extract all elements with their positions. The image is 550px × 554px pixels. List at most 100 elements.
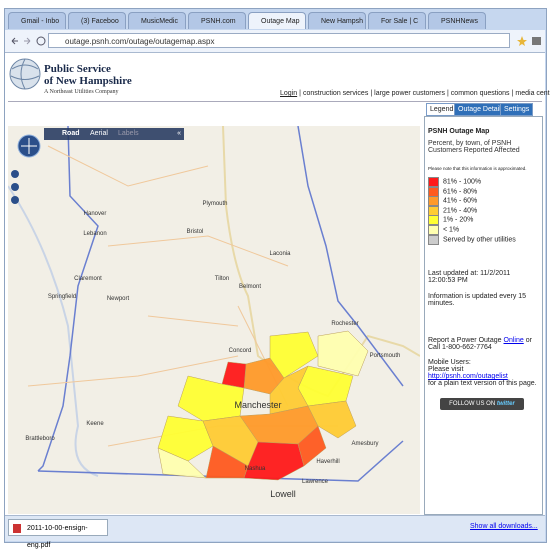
locate[interactable] — [11, 196, 19, 204]
side-panel: Legend Outage Details Settings PSNH Outage… — [424, 103, 543, 515]
report-text: Report a Power Outage Online or Call 1-8… — [428, 337, 542, 351]
download-bar: 2011-10-00-ensign-eng.pdf Show all downl… — [5, 515, 545, 549]
town-label: Lowell — [270, 489, 296, 499]
browser-tab[interactable]: (3) Faceboo — [68, 12, 126, 29]
legend-label: 21% - 40% — [443, 207, 478, 215]
legend-swatch — [428, 196, 439, 207]
show-all[interactable]: Show all downloads... — [470, 523, 538, 530]
logo-globe — [9, 58, 41, 90]
town-label: Rochester — [331, 321, 358, 327]
legend-label: 1% - 20% — [443, 216, 474, 224]
legend-label: 61% - 80% — [443, 188, 478, 196]
legend-swatch — [428, 205, 439, 216]
legend-label: 81% - 100% — [443, 178, 482, 186]
tab-strip: Gmail - Inbo (3) Faceboo MusicMedic PSNH.co… — [8, 12, 538, 30]
updated: Last updated at: 11/2/2011 12:00:53 PM — [428, 270, 511, 284]
download-item[interactable]: 2011-10-00-ensign-eng.pdf — [8, 519, 108, 549]
legend-label: 41% - 60% — [443, 197, 478, 205]
nav-bar: Login | construction services | large power … — [280, 90, 550, 97]
logo-text: Public Service — [44, 63, 111, 75]
text: FOLLOW US ON — [449, 401, 496, 407]
view-button[interactable]: Road — [62, 130, 80, 137]
link[interactable]: http://psnh.com/outagelist — [428, 373, 508, 380]
town-label: Concord — [229, 348, 252, 354]
panel-subtitle: Percent, by town, of PSNH Customers Repo… — [428, 140, 520, 154]
separator: | — [299, 90, 301, 97]
legend-swatch — [428, 234, 439, 245]
browser-tab[interactable]: MusicMedic — [128, 12, 186, 29]
text: 2011-10-00-ensign-eng.pdf — [27, 525, 88, 549]
nav-link[interactable]: construction services — [302, 90, 369, 97]
twitter-button[interactable]: FOLLOW US ON twitter — [440, 398, 524, 410]
view-button[interactable]: Labels — [118, 130, 139, 137]
logo-text: of New Hampshire — [44, 75, 132, 87]
legend-swatch — [428, 215, 439, 226]
legend-item: Served by other utilities — [428, 234, 516, 245]
separator: | — [511, 90, 514, 97]
browser-tab[interactable]: Outage Map — [248, 12, 306, 29]
town-label: Springfield — [48, 294, 76, 300]
text: Please visit — [428, 366, 464, 373]
logo-tagline: A Northeast Utilities Company — [44, 89, 119, 95]
text: Mobile Users: — [428, 359, 471, 366]
browser-tab[interactable]: Gmail - Inbo — [8, 12, 66, 29]
town-label: Bristol — [187, 229, 204, 235]
browser-tab[interactable]: PSNHNews — [428, 12, 486, 29]
legend-label: Served by other utilities — [443, 236, 516, 244]
town-label: Portsmouth — [370, 353, 401, 359]
town-label: Haverhill — [316, 459, 339, 465]
panel-tab[interactable]: Legend — [426, 103, 458, 116]
town-label: Manchester — [234, 400, 281, 410]
town-label: Hanover — [84, 211, 107, 217]
link[interactable]: Online — [503, 337, 524, 344]
town-label: Claremont — [74, 276, 102, 282]
map-canvas[interactable]: Hanover Lebanon Claremont Springfield Newpor… — [7, 125, 421, 514]
nav-buttons[interactable] — [9, 34, 49, 48]
panel-tab[interactable]: Settings — [500, 103, 534, 116]
town-label: Brattleboro — [25, 436, 55, 442]
divider — [8, 101, 542, 102]
legend-item: 21% - 40% — [428, 205, 478, 216]
toolbar-icons[interactable] — [517, 35, 543, 47]
legend-item: 1% - 20% — [428, 215, 474, 226]
legend-label: < 1% — [443, 226, 460, 234]
legend-swatch — [428, 177, 439, 187]
nav-link[interactable]: large power customers — [374, 90, 445, 97]
town-label: Keene — [86, 421, 104, 427]
zoom-out[interactable] — [11, 183, 19, 191]
town-label: Nashua — [245, 466, 266, 472]
legend-swatch — [428, 186, 439, 197]
nav-link[interactable]: media center — [515, 90, 550, 97]
view-button[interactable]: Aerial — [90, 130, 108, 137]
map-view-bar: Road Aerial Labels « — [44, 128, 184, 140]
separator: | — [370, 90, 373, 97]
town-label: Amesbury — [351, 441, 378, 447]
town-label: Plymouth — [202, 201, 227, 207]
nav-link[interactable]: Login — [280, 90, 298, 97]
map[interactable]: Hanover Lebanon Claremont Springfield Newpor… — [7, 125, 421, 514]
nav-link[interactable]: common questions — [450, 90, 510, 97]
collapse-button[interactable]: « — [177, 130, 181, 137]
browser-tab[interactable]: PSNH.com — [188, 12, 246, 29]
mobile-text: Mobile Users: Please visit http://psnh.com… — [428, 359, 542, 387]
brand: twitter — [496, 401, 515, 407]
town-label: Belmont — [239, 284, 261, 290]
town-label: Tilton — [215, 276, 229, 282]
zoom-in[interactable] — [11, 170, 19, 178]
legend-swatch — [428, 225, 439, 235]
town-label: Laconia — [269, 251, 291, 257]
pdf-icon — [13, 524, 21, 533]
panel-title: PSNH Outage Map — [428, 128, 490, 135]
town-label: Lebanon — [83, 231, 106, 237]
panel-tabs: Legend Outage Details Settings — [424, 103, 542, 116]
browser-tab[interactable]: New Hampsh — [308, 12, 366, 29]
panel-note: Please note that this information is app… — [428, 166, 527, 171]
browser-tab[interactable]: For Sale | C — [368, 12, 426, 29]
address-bar[interactable]: outage.psnh.com/outage/outagemap.aspx — [48, 33, 510, 48]
text: Report a Power Outage — [428, 337, 502, 344]
separator: | — [446, 90, 449, 97]
text: or Call 1-800-662-7764 — [428, 337, 532, 351]
legend-item: 61% - 80% — [428, 186, 478, 197]
legend-item: < 1% — [428, 225, 460, 235]
